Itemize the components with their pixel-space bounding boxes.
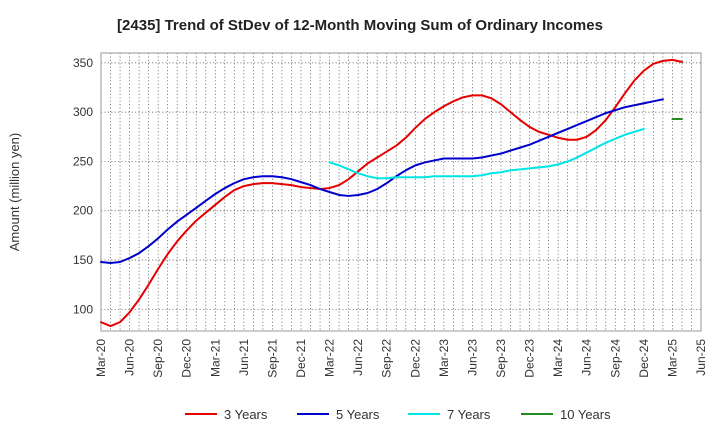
y-tick-label: 350	[73, 56, 93, 70]
y-tick-label: 100	[73, 302, 93, 316]
x-tick-label: Jun-21	[237, 339, 251, 376]
y-axis-label: Amount (million yen)	[7, 133, 22, 252]
series-line-7-years	[328, 127, 645, 180]
x-tick-label: Mar-23	[437, 339, 451, 377]
x-tick-label: Jun-25	[694, 339, 708, 376]
x-tick-label: Jun-20	[123, 339, 137, 376]
x-tick-label: Mar-21	[208, 339, 222, 377]
legend: 3 Years 5 Years 7 Years 10 Years	[185, 407, 611, 422]
x-tick-label: Sep-22	[380, 339, 394, 378]
x-tick-label: Mar-24	[551, 339, 565, 377]
x-tick-label: Mar-20	[94, 339, 108, 377]
y-tick-label: 200	[73, 204, 93, 218]
legend-label: 3 Years	[224, 407, 268, 422]
x-tick-label: Dec-21	[294, 339, 308, 378]
x-tick-label: Sep-21	[265, 339, 279, 378]
legend-label: 10 Years	[560, 407, 611, 422]
x-axis-ticks: Mar-20 Jun-20 Sep-20 Dec-20 Mar-21 Jun-21 Sep-…	[94, 339, 708, 378]
x-tick-label: Dec-22	[408, 339, 422, 378]
x-tick-label: Sep-20	[151, 339, 165, 378]
legend-label: 5 Years	[336, 407, 380, 422]
x-tick-label: Sep-23	[494, 339, 508, 378]
chart-title: [2435] Trend of StDev of 12-Month Moving…	[117, 17, 603, 34]
grid	[101, 53, 701, 331]
x-tick-label: Jun-24	[580, 339, 594, 376]
x-tick-label: Sep-24	[608, 339, 622, 378]
x-tick-label: Dec-23	[523, 339, 537, 378]
plot-area	[100, 52, 702, 332]
legend-label: 7 Years	[447, 407, 491, 422]
y-tick-label: 250	[73, 154, 93, 168]
series-line-3-years	[100, 58, 683, 328]
series-line-5-years	[100, 98, 664, 264]
x-tick-label: Jun-23	[465, 339, 479, 376]
x-tick-label: Jun-22	[351, 339, 365, 376]
y-axis-ticks: 100 150 200 250 300 350	[73, 56, 93, 316]
series-group	[100, 58, 683, 328]
x-tick-label: Mar-25	[665, 339, 679, 377]
y-tick-label: 150	[73, 253, 93, 267]
y-tick-label: 300	[73, 105, 93, 119]
x-tick-label: Mar-22	[323, 339, 337, 377]
x-tick-label: Dec-20	[180, 339, 194, 378]
x-tick-label: Dec-24	[637, 339, 651, 378]
